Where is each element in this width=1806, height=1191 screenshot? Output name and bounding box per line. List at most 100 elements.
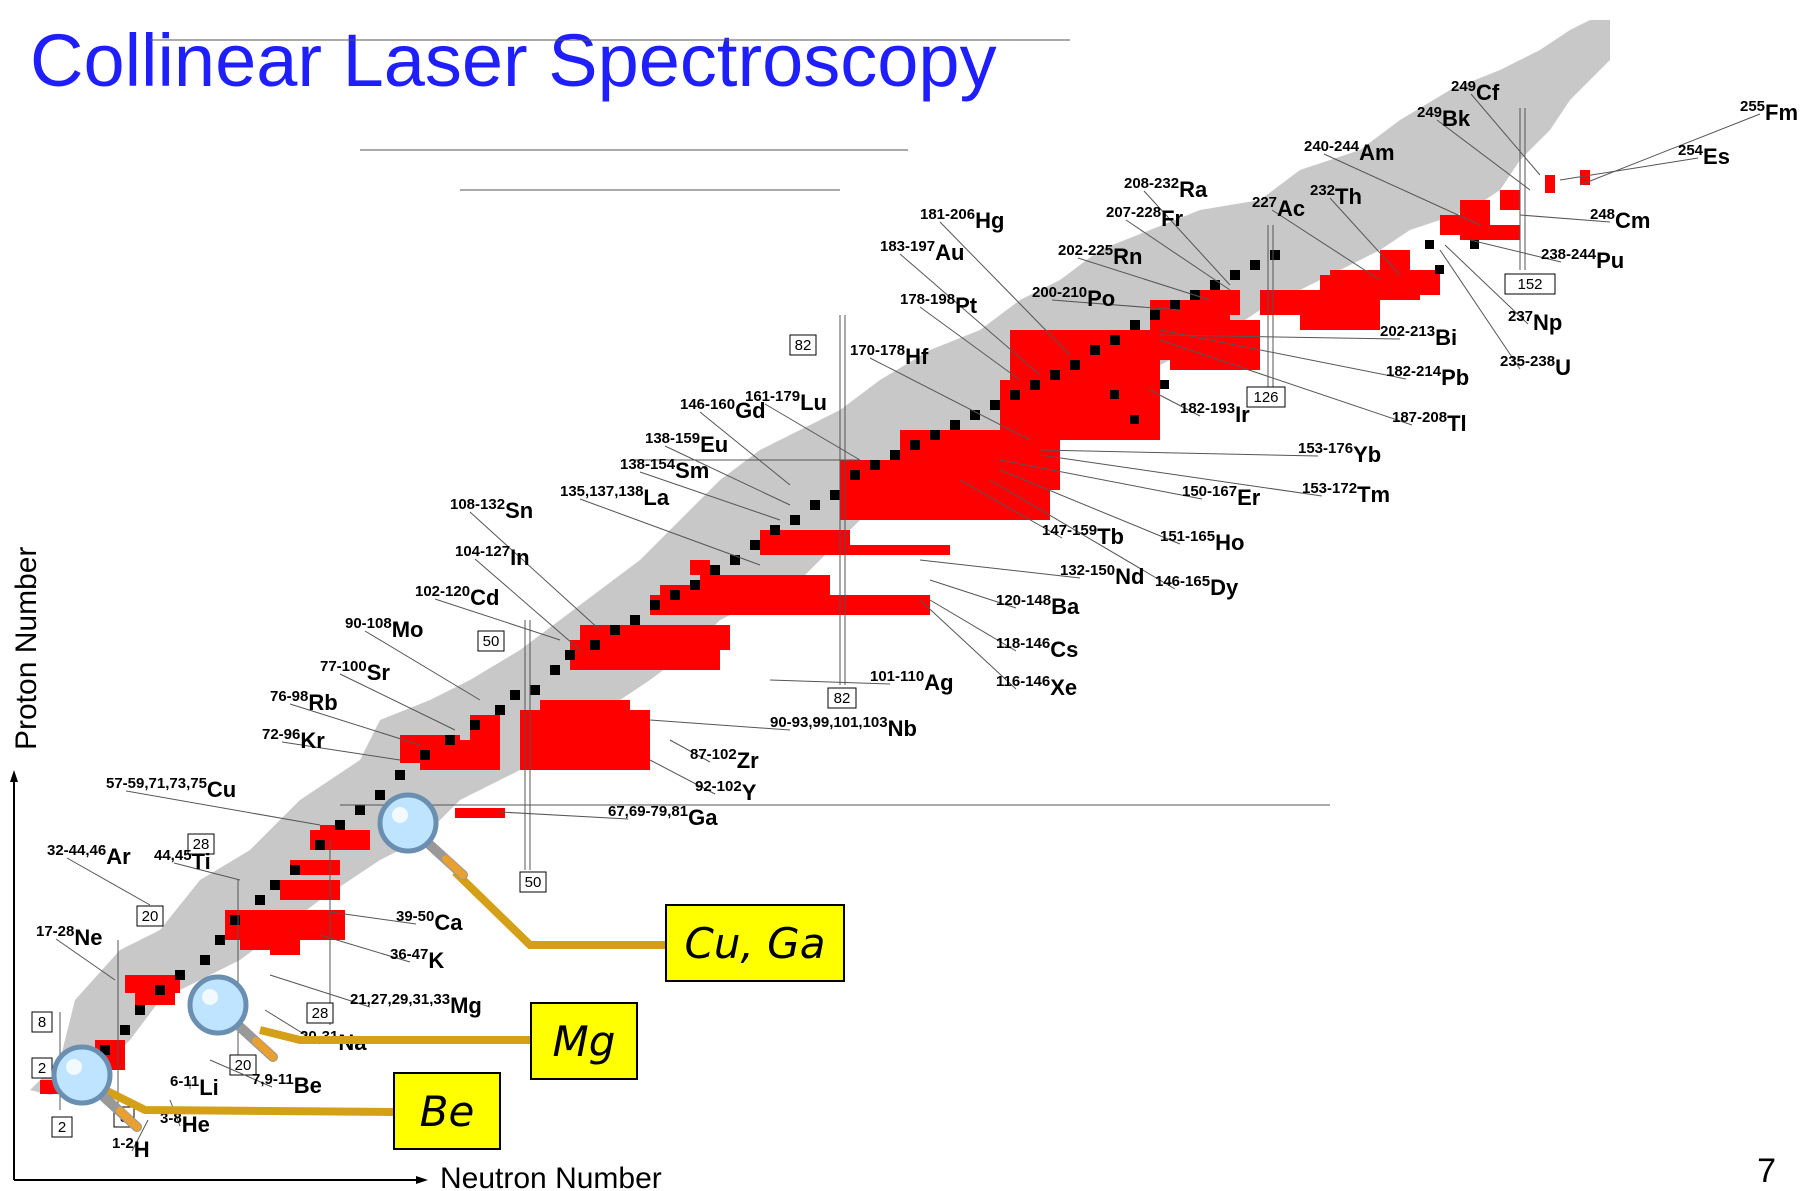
leader-line: [364, 630, 481, 701]
stable-nucleus: [750, 540, 760, 550]
leader-line: [281, 741, 401, 761]
isotope-label-cm: 248Cm: [1590, 206, 1650, 233]
leader-line: [649, 719, 791, 731]
callout-mg: Mg: [530, 1002, 638, 1080]
isotope-label-y: 92-102Y: [695, 778, 757, 805]
leader-line: [1159, 339, 1413, 426]
magic-box-z8: [31, 1011, 53, 1033]
magic-box-z50-label: 50: [483, 633, 500, 650]
stable-nucleus: [710, 565, 720, 575]
leader-line: [434, 598, 561, 641]
axes: Neutron Number Proton Number: [10, 547, 662, 1191]
magic-box-z2-label: 2: [38, 1060, 46, 1077]
isotope-label-ir: 182-193Ir: [1180, 400, 1250, 427]
stable-nucleus: [730, 555, 740, 565]
stable-nucleus: [1160, 380, 1169, 389]
leader-line: [1125, 219, 1231, 291]
measured-region: [930, 470, 970, 520]
isotope-label-ne: 17-28Ne: [36, 923, 103, 950]
isotope-label-ca: 39-50Ca: [396, 908, 463, 935]
leader-line: [769, 679, 891, 685]
leader-line: [173, 862, 241, 881]
stable-nucleus: [495, 705, 505, 715]
leader-line: [1436, 119, 1531, 191]
leader-line: [1149, 389, 1201, 417]
isotope-label-xe: 116-146Xe: [996, 673, 1077, 700]
leader-line: [929, 599, 1017, 652]
magnifier-icon-cu-ga: [377, 792, 468, 880]
callout-line-cu-ga: [452, 869, 665, 949]
measured-region: [1480, 225, 1520, 240]
leader-line: [1519, 214, 1611, 223]
isotope-label-be: 7,9-11Be: [252, 1071, 322, 1098]
magnifier-lens: [377, 792, 439, 854]
stable-nucleus: [120, 1025, 130, 1035]
stable-nucleus: [930, 430, 940, 440]
stable-nucleus: [335, 820, 345, 830]
measured-region: [1545, 175, 1555, 193]
leader-line: [1051, 299, 1181, 311]
leader-line: [959, 479, 1063, 539]
stable-nucleus: [1050, 370, 1060, 380]
stable-nucleus: [1425, 240, 1434, 249]
isotope-label-hg: 181-206Hg: [920, 206, 1004, 233]
stable-nucleus: [890, 450, 900, 460]
isotope-label-es: 254Es: [1678, 142, 1730, 169]
leader-line: [131, 1119, 149, 1152]
stable-nucleus: [1090, 345, 1100, 355]
magic-box-z20-label: 20: [142, 908, 159, 925]
magnifier-glint: [392, 807, 408, 823]
isotope-label-cd: 102-120Cd: [415, 583, 499, 610]
isotope-label-am: 240-244Am: [1304, 138, 1395, 165]
isotope-label-eu: 138-159Eu: [645, 430, 728, 457]
stable-nucleus: [1130, 415, 1139, 424]
leader-line: [649, 759, 716, 795]
magic-box-n152-label: 152: [1517, 276, 1542, 293]
isotope-label-er: 150-167Er: [1182, 483, 1261, 510]
stable-nucleus: [355, 805, 365, 815]
leader-line: [999, 469, 1181, 545]
isotope-label-bk: 249Bk: [1417, 104, 1471, 131]
leader-line: [339, 673, 456, 731]
stable-nucleus: [1170, 300, 1180, 310]
measured-region: [455, 808, 505, 818]
leader-line: [764, 403, 861, 461]
measured-region: [540, 700, 630, 730]
stable-nucleus: [810, 500, 820, 510]
magnifier-icons: [51, 792, 468, 1132]
magnifier-lens: [51, 1044, 113, 1106]
leader-line: [699, 411, 791, 486]
leader-line: [125, 790, 321, 826]
isotope-label-ac: 227Ac: [1252, 194, 1305, 221]
stable-nucleus: [830, 490, 840, 500]
stable-nucleus: [610, 625, 620, 635]
isotope-label-dy: 146-165Dy: [1155, 573, 1239, 600]
stable-nucleus: [550, 665, 560, 675]
stable-nucleus: [510, 690, 520, 700]
stable-nucleus: [215, 935, 225, 945]
stable-nucleus: [420, 750, 430, 760]
leader-line: [669, 739, 711, 763]
isotope-label-ag: 101-110Ag: [870, 668, 954, 695]
magic-box-z8-label: 8: [38, 1014, 46, 1031]
page-number: 7: [1757, 1152, 1776, 1190]
leader-line: [869, 357, 1031, 441]
leader-line: [469, 511, 601, 631]
magic-box-z82: [789, 334, 817, 356]
magic-box-n50: [519, 871, 547, 893]
isotope-label-ar: 32-44,46Ar: [47, 842, 131, 869]
isotope-label-li: 6-11Li: [170, 1073, 219, 1100]
stable-nucleus: [100, 1045, 110, 1055]
stable-nucleus: [590, 640, 600, 650]
label-leader-lines: [55, 93, 1761, 1152]
isotope-label-pt: 178-198Pt: [900, 291, 978, 318]
leader-line: [1143, 190, 1231, 286]
leader-line: [989, 479, 1176, 590]
measured-region: [280, 880, 340, 900]
callout-be: Be: [393, 1072, 501, 1150]
leader-line: [209, 1059, 273, 1088]
stable-nucleus: [1270, 250, 1280, 260]
isotope-label-cf: 249Cf: [1451, 78, 1500, 105]
isotope-label-kr: 72-96Kr: [262, 726, 325, 753]
stable-nucleus: [155, 985, 165, 995]
